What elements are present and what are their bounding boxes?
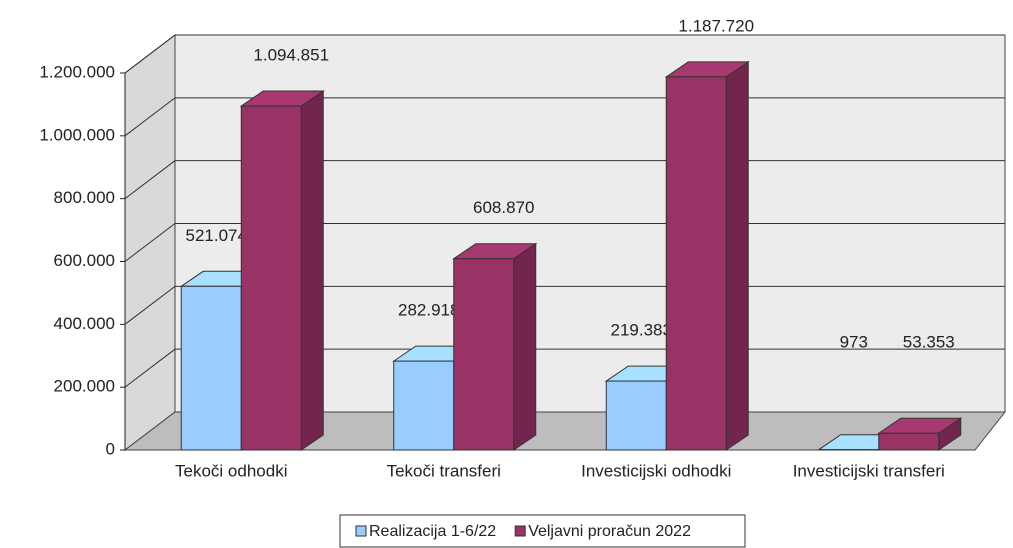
- bar: [453, 258, 515, 451]
- value-label: 521.074: [186, 226, 247, 245]
- value-label: 1.187.720: [678, 16, 754, 35]
- value-label: 973: [840, 332, 868, 351]
- value-label: 608.870: [473, 198, 534, 217]
- grid-line: [124, 34, 1005, 74]
- x-tick-label: Tekoči transferi: [387, 461, 501, 480]
- value-label: 282.918: [398, 301, 459, 320]
- x-tick-label: Tekoči odhodki: [175, 461, 287, 480]
- plot-walls: [123, 33, 1007, 452]
- x-tick-label: Investicijski transferi: [793, 461, 945, 480]
- legend-label: Veljavni proračun 2022: [528, 523, 691, 540]
- bar: [240, 105, 302, 451]
- y-tick-label: 1.000.000: [39, 125, 115, 144]
- legend: Realizacija 1-6/22 Veljavni proračun 2022: [339, 514, 746, 548]
- bar-side: [725, 60, 749, 451]
- y-tick-label: 600.000: [54, 251, 115, 270]
- y-tick-label: 1.200.000: [39, 62, 115, 81]
- x-tick-label: Investicijski odhodki: [581, 461, 731, 480]
- bar-side: [300, 90, 324, 451]
- legend-label: Realizacija 1-6/22: [369, 523, 496, 540]
- y-tick-label: 0: [106, 439, 115, 458]
- bar: [180, 285, 242, 451]
- value-label: 219.383: [611, 321, 672, 340]
- bar: [605, 380, 667, 451]
- bar: [393, 360, 455, 451]
- y-tick-label: 400.000: [54, 314, 115, 333]
- value-label: 53.353: [903, 332, 955, 351]
- bar: [878, 432, 940, 451]
- legend-box: [339, 514, 746, 548]
- value-label: 1.094.851: [253, 46, 329, 65]
- bar: [665, 76, 727, 451]
- bar-side: [513, 242, 537, 451]
- legend-swatch: [355, 525, 367, 537]
- y-tick-label: 800.000: [54, 188, 115, 207]
- legend-swatch: [514, 525, 526, 537]
- y-tick-label: 200.000: [54, 377, 115, 396]
